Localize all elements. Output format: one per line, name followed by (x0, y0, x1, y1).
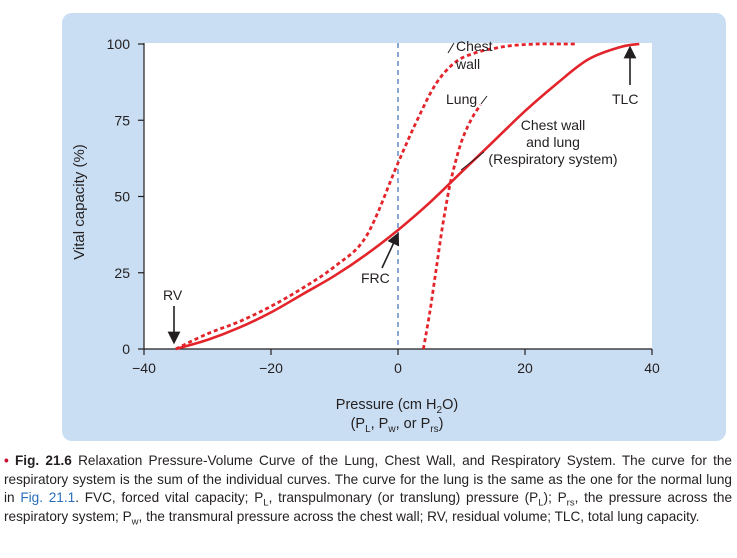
x-tick-label: 20 (517, 360, 533, 376)
y-tick-label: 25 (114, 265, 130, 281)
caption-text-2: . FVC, forced vital capacity; P (75, 490, 264, 506)
caption-text-6: , the transmural pressure across the che… (138, 508, 700, 524)
caption-sub-2: L (538, 497, 544, 509)
label-rs-2: and lung (526, 134, 580, 150)
x-axis-subtitle: (PL, Pw, or Prs) (351, 416, 444, 435)
caption-sub-1: L (263, 497, 269, 509)
chest-wall-pointer (447, 42, 455, 54)
caption-text-5: , the pressure across the respiratory sy… (4, 490, 733, 524)
label-chest-wall-2: wall (455, 56, 480, 72)
x-tick-label: 0 (394, 360, 402, 376)
y-tick-label: 100 (107, 36, 131, 52)
label-chest-wall-1: Chest (456, 38, 493, 54)
x-axis-title: Pressure (cm H2O) (336, 397, 458, 416)
figure-caption: • Fig. 21.6 Relaxation Pressure-Volume C… (4, 452, 733, 528)
label-rs-1: Chest wall (521, 117, 586, 133)
lung-curve (422, 104, 482, 350)
respiratory-system-curve (175, 42, 640, 351)
label-rs-3: (Respiratory system) (488, 151, 617, 167)
chart: −40 −20 0 20 40 0 25 50 75 100 Vital capacity (%)… (71, 36, 660, 435)
caption-sub-4: w (131, 516, 139, 528)
label-lung: Lung (446, 91, 477, 107)
rs-pointer (460, 151, 485, 171)
lung-pointer (480, 95, 488, 105)
caption-text-3: , transpulmonary (or translung) pressure… (268, 490, 539, 506)
label-rv: RV (163, 287, 183, 303)
chest-wall-curve (175, 42, 576, 351)
caption-figure-link[interactable]: Fig. 21.1 (20, 490, 76, 506)
label-tlc: TLC (612, 91, 638, 107)
caption-figure-number: Fig. 21.6 (15, 453, 72, 468)
y-tick-label: 50 (114, 189, 130, 205)
caption-sub-3: rs (566, 497, 575, 509)
caption-text-4: ); P (543, 490, 567, 506)
y-axis-title: Vital capacity (%) (71, 144, 88, 260)
label-frc: FRC (361, 270, 390, 286)
x-tick-label: −20 (259, 360, 283, 376)
caption-bullet: • (4, 453, 9, 468)
y-tick-label: 0 (122, 341, 130, 357)
caption-text-1: Relaxation Pressure-Volume Curve of the … (4, 453, 732, 506)
frc-arrow (381, 232, 400, 269)
x-tick-label: 40 (644, 360, 660, 376)
y-tick-label: 75 (114, 112, 130, 128)
x-tick-label: −40 (132, 360, 156, 376)
